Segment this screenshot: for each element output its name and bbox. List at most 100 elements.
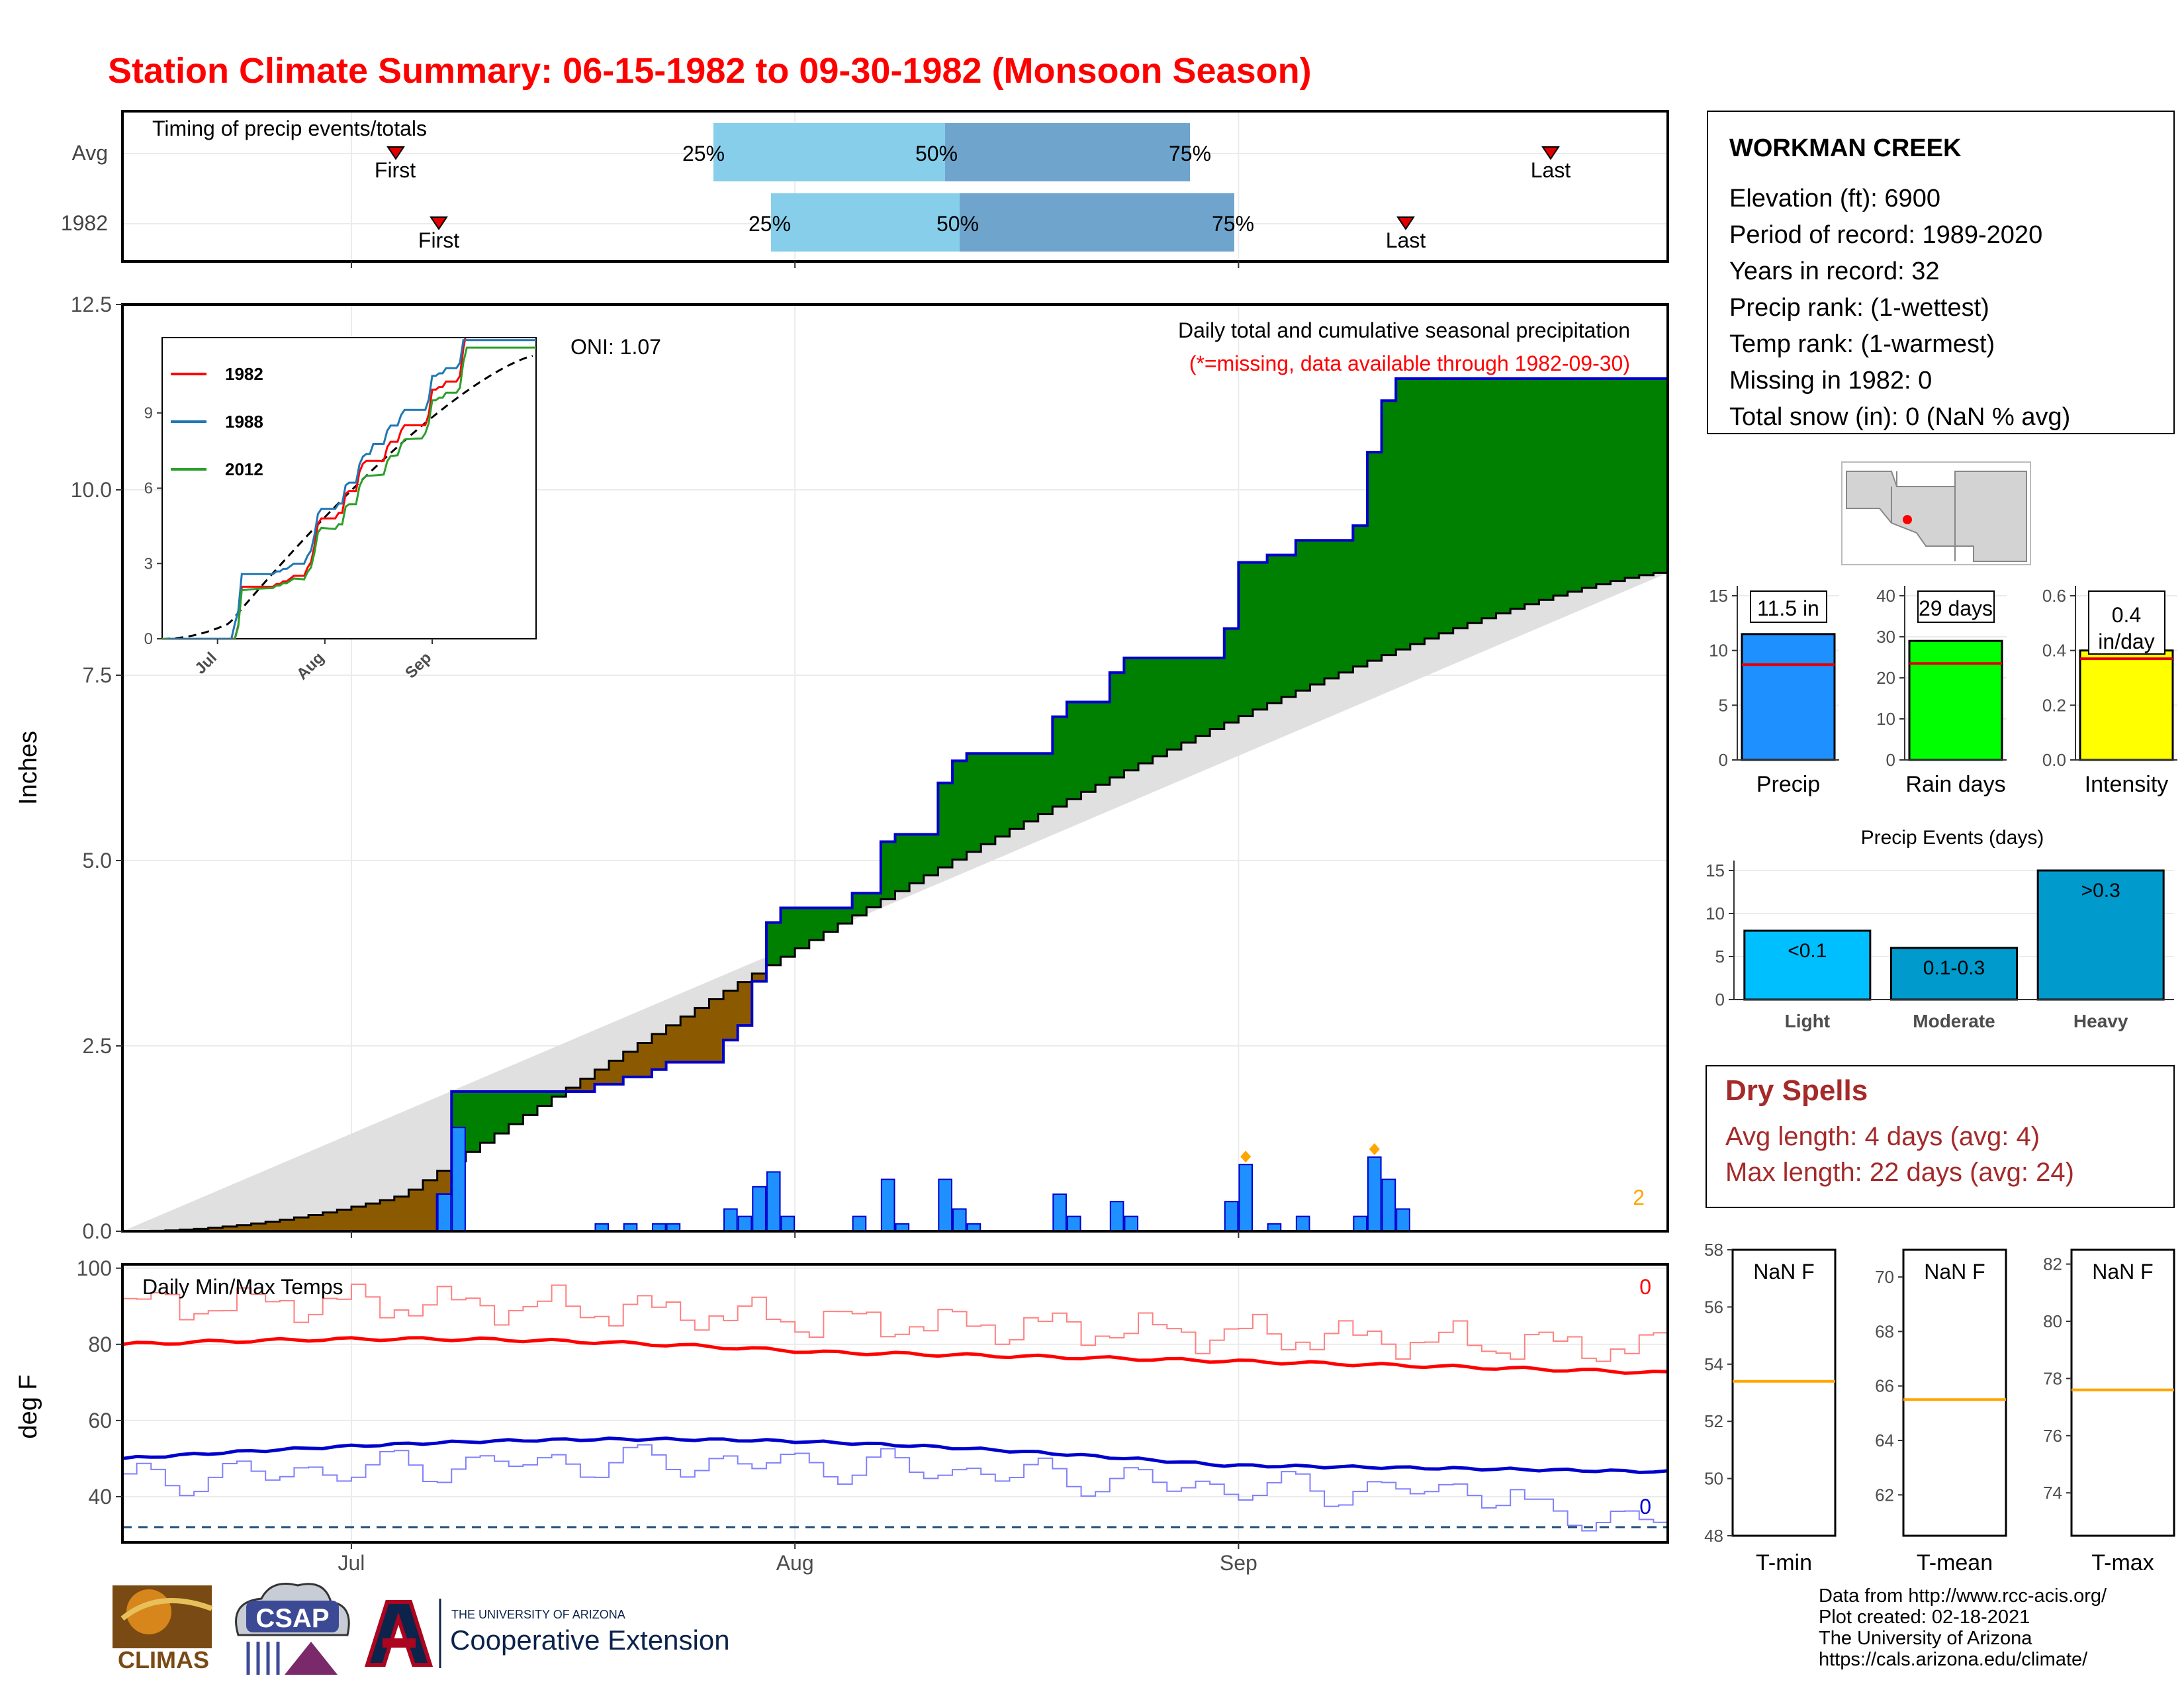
below-average-fill xyxy=(609,1060,624,1084)
temp-ytick-label: 60 xyxy=(88,1409,112,1432)
below-average-fill xyxy=(580,1078,596,1092)
page-title: Station Climate Summary: 06-15-1982 to 0… xyxy=(108,51,1312,91)
events-title: Precip Events (days) xyxy=(1861,827,2044,849)
ua-top-text: THE UNIVERSITY OF ARIZONA xyxy=(451,1608,625,1621)
event-bar xyxy=(2036,869,2165,1001)
inset-ytick-label: 0 xyxy=(144,630,153,648)
daily-precip-bar xyxy=(1267,1223,1282,1231)
below-average-fill xyxy=(709,999,724,1062)
daily-precip-bar xyxy=(437,1194,452,1231)
above-average-fill xyxy=(1024,753,1039,821)
daily-precip-bar xyxy=(1367,1156,1382,1231)
below-average-fill xyxy=(380,1199,395,1231)
above-average-fill xyxy=(1610,379,1625,581)
summary-bars: 0 5 10 15 11.5 in Precip 0 10 20 30 40 29 days Rain … xyxy=(1709,586,2177,797)
events-ytick-label: 0 xyxy=(1715,990,1725,1009)
below-average-fill xyxy=(279,1219,295,1231)
station-info-line: Total snow (in): 0 (NaN % avg) xyxy=(1729,403,2070,431)
daily-precip-bar xyxy=(723,1208,738,1231)
normal-cumulative-area xyxy=(122,573,1668,1231)
event-bar-label: >0.3 xyxy=(2081,880,2120,902)
above-average-fill xyxy=(780,908,796,957)
timing-row-year: 1982 xyxy=(61,211,108,235)
avg-first-marker xyxy=(387,146,405,160)
avg-q75-label: 75% xyxy=(1169,142,1211,165)
above-average-fill xyxy=(1567,379,1582,592)
below-average-fill xyxy=(737,982,752,1026)
above-average-fill xyxy=(852,893,867,915)
credit-line: https://cals.arizona.edu/climate/ xyxy=(1819,1649,2088,1670)
above-average-fill xyxy=(480,1092,495,1143)
credit-line: The University of Arizona xyxy=(1819,1628,2032,1649)
above-average-fill xyxy=(1324,540,1340,679)
temp-box-ytick-label: 68 xyxy=(1875,1321,1894,1341)
summary-bar xyxy=(1908,639,2003,761)
above-average-fill xyxy=(1109,673,1125,778)
summary-ytick-label: 15 xyxy=(1709,586,1728,606)
yr-q50-q75-bar xyxy=(960,193,1234,252)
above-average-fill xyxy=(838,908,853,924)
timing-row-avg: Avg xyxy=(71,141,108,165)
precip-ytick-label: 12.5 xyxy=(71,293,112,316)
credits: Data from http://www.rcc-acis.org/Plot c… xyxy=(1819,1585,2107,1670)
above-average-fill xyxy=(1167,657,1182,750)
above-average-fill xyxy=(952,761,968,860)
locator-map xyxy=(1841,461,2031,565)
above-average-fill xyxy=(1582,379,1597,588)
daily-precip-bar xyxy=(1224,1201,1239,1231)
avg-last-label: Last xyxy=(1531,158,1571,182)
daily-precip-bar xyxy=(1396,1208,1410,1231)
avg-first-label: First xyxy=(375,158,416,182)
yr-last-label: Last xyxy=(1386,228,1426,252)
events-ytick-label: 15 xyxy=(1706,861,1725,880)
summary-ytick-label: 0.4 xyxy=(2042,641,2066,661)
corner-count: 2 xyxy=(1633,1186,1645,1209)
inset-legend-label: 1988 xyxy=(225,412,263,432)
above-average-fill xyxy=(1539,379,1554,600)
temperature-panel: 40 60 80 100 Jul Aug Sep Daily Min/Max Temps d… xyxy=(15,1256,1669,1575)
temp-box-ytick-label: 80 xyxy=(2043,1311,2062,1331)
yr-q50-label: 50% xyxy=(936,212,979,236)
above-average-fill xyxy=(523,1092,538,1115)
yr-first-marker xyxy=(430,216,448,230)
daily-max-temp-line xyxy=(122,1284,1668,1362)
precip-ylabel: Inches xyxy=(15,731,42,805)
above-average-fill xyxy=(1009,753,1024,829)
summary-unit-label: in/day xyxy=(2098,630,2154,653)
below-average-fill xyxy=(694,1008,710,1062)
credit-line: Plot created: 02-18-2021 xyxy=(1819,1607,2030,1628)
above-average-fill xyxy=(1553,379,1569,596)
below-average-fill xyxy=(651,1034,667,1070)
daily-precip-bar xyxy=(966,1223,981,1231)
temp-box-ytick-label: 66 xyxy=(1875,1376,1894,1396)
above-average-fill xyxy=(1267,555,1282,704)
above-average-fill xyxy=(1081,702,1096,792)
summary-ytick-label: 0 xyxy=(1886,750,1895,770)
daily-precip-bar xyxy=(623,1223,638,1231)
inset-series-1988 xyxy=(162,339,536,639)
above-average-fill xyxy=(766,922,782,966)
station-info-line: Precip rank: (1-wettest) xyxy=(1729,294,1989,322)
below-average-fill xyxy=(236,1225,252,1231)
daily-precip-bar xyxy=(766,1171,781,1231)
station-info-line: Elevation (ft): 6900 xyxy=(1729,185,1940,212)
temp-ytick-label: 40 xyxy=(88,1485,112,1509)
avg-q25-label: 25% xyxy=(682,142,725,165)
above-average-fill xyxy=(1496,379,1511,614)
daily-precip-bar xyxy=(594,1223,610,1231)
temp-box-ytick-label: 62 xyxy=(1875,1485,1894,1505)
above-average-fill xyxy=(966,753,981,852)
above-average-fill xyxy=(909,834,925,884)
above-average-fill xyxy=(809,908,824,941)
summary-ytick-label: 10 xyxy=(1876,709,1895,729)
temp-box-ytick-label: 54 xyxy=(1704,1354,1723,1374)
above-average-fill xyxy=(1481,379,1497,618)
events-ytick-label: 5 xyxy=(1715,947,1725,966)
yr-q75-label: 75% xyxy=(1212,212,1254,236)
above-average-fill xyxy=(1653,379,1668,573)
inset-series-1982 xyxy=(162,338,467,639)
temp-ylabel: deg F xyxy=(15,1374,42,1438)
below-average-fill xyxy=(351,1206,367,1231)
event-bar xyxy=(1890,947,2018,1001)
below-average-fill xyxy=(322,1212,338,1231)
